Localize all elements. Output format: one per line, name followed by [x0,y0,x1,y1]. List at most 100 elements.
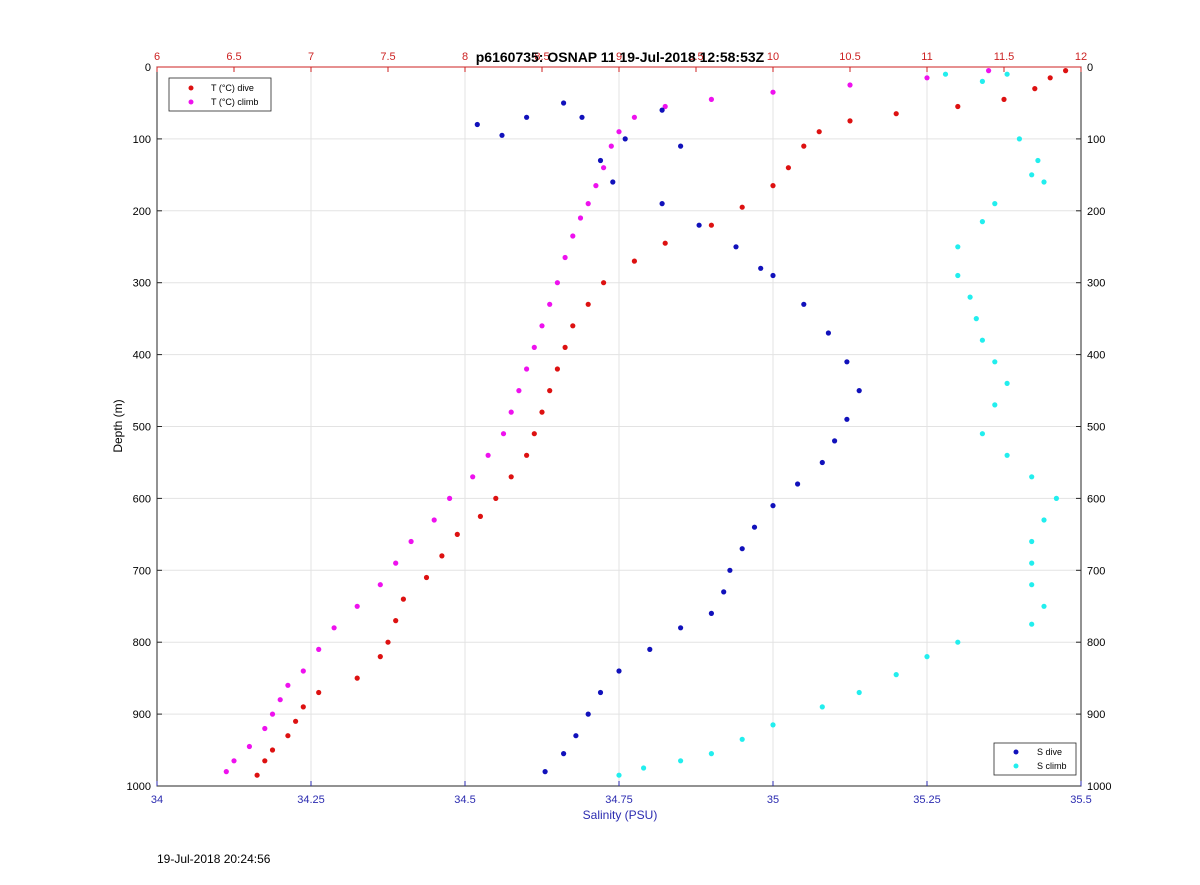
y-tick-label-left: 900 [133,709,151,721]
data-point-s-dive [610,179,616,185]
data-point-t-c-climb [285,682,291,688]
x-bottom-tick-label: 34.25 [297,794,325,806]
data-point-t-c-dive [562,344,568,350]
data-point-s-dive [708,610,715,617]
data-point-s-climb [1029,582,1035,588]
data-point-s-dive [770,503,776,509]
data-point-s-dive [573,733,579,739]
data-point-t-c-dive [1047,75,1053,81]
data-point-s-dive [524,114,530,120]
data-point-t-c-climb [924,75,930,81]
grid-lines [157,67,1081,786]
y-tick-label-left: 400 [133,350,151,362]
data-point-t-c-climb [354,603,360,609]
data-point-s-dive [844,416,850,422]
data-point-s-climb [955,244,961,250]
x-top-tick-label: 8 [462,51,468,63]
data-point-s-dive [739,546,745,552]
data-point-t-c-climb [585,201,591,207]
data-point-s-climb [1053,495,1059,501]
data-point-t-c-dive [508,474,514,480]
data-point-t-c-climb [531,344,537,350]
data-point-s-climb [1029,172,1035,178]
data-point-t-c-climb [631,114,638,120]
y-tick-label-right: 200 [1087,206,1105,218]
data-point-t-c-climb [393,560,399,566]
data-point-s-dive [678,143,684,149]
data-point-t-c-dive [547,388,553,394]
data-point-t-c-dive [439,553,445,559]
data-point-t-c-climb [601,165,607,171]
data-point-s-dive [801,301,807,307]
data-point-t-c-climb [316,646,322,653]
data-point-t-c-climb [262,725,268,732]
data-point-t-c-dive [524,452,530,458]
data-point-s-climb [979,78,986,84]
y-tick-label-right: 600 [1087,493,1105,505]
data-point-s-climb [893,672,899,678]
data-point-t-c-dive [1001,96,1007,102]
data-point-s-dive [542,769,548,775]
data-point-s-climb [973,316,979,322]
data-point-s-dive [721,589,727,595]
data-point-t-c-dive [493,495,499,501]
x-top-tick-label: 7 [308,51,314,63]
data-point-s-climb [770,722,776,728]
data-point-t-c-climb [608,143,614,149]
x-axis-title: Salinity (PSU) [583,808,658,822]
x-top-tick-label: 12 [1075,51,1087,63]
x-top-tick-label: 9.5 [688,51,703,63]
data-point-t-c-dive [400,596,406,602]
data-point-t-c-dive [554,366,561,372]
data-point-s-dive [758,265,764,271]
data-point-s-climb [1041,517,1047,523]
data-point-s-dive [659,107,665,113]
data-point-s-dive [597,689,604,696]
data-point-t-c-climb [269,711,276,717]
x-bottom-tick-label: 34.75 [605,794,633,806]
data-point-t-c-climb [986,68,992,74]
data-point-s-climb [708,751,715,757]
data-point-s-dive [659,201,665,207]
data-point-t-c-climb [570,233,576,239]
data-point-t-c-dive [539,409,545,415]
footer-timestamp: 19-Jul-2018 20:24:56 [157,852,271,866]
y-axis-title: Depth (m) [111,399,125,452]
data-point-t-c-dive [1032,86,1038,92]
data-point-s-climb [1035,157,1041,164]
legend-marker-t-dive [188,85,194,91]
data-point-s-climb [992,402,998,408]
data-point-t-c-dive [316,689,322,696]
data-point-s-dive [579,114,585,120]
data-point-s-climb [1004,452,1010,458]
data-point-s-dive [561,100,567,106]
data-point-t-c-dive [570,323,576,329]
legend-label-t-climb: T (°C) climb [211,97,258,107]
y-tick-label-right: 900 [1087,709,1105,721]
legend-marker-s-climb [1013,763,1019,769]
data-point-t-c-dive [269,747,276,753]
data-point-t-c-climb [508,409,514,415]
x-top-tick-label: 6.5 [226,51,241,63]
data-point-t-c-climb [524,366,530,372]
data-point-t-c-climb [547,301,553,307]
data-point-t-c-climb [554,280,561,286]
data-point-s-climb [616,772,622,778]
data-point-t-c-dive [423,574,430,581]
data-point-t-c-dive [254,772,260,778]
x-top-tick-label: 9 [616,51,622,63]
data-point-s-climb [942,71,949,77]
data-point-t-c-dive [285,733,291,739]
data-point-t-c-climb [539,323,545,329]
x-top-tick-label: 10 [767,51,779,63]
data-point-t-c-climb [708,96,715,102]
data-point-t-c-dive [477,513,483,520]
x-bottom-tick-label: 35.5 [1070,794,1091,806]
data-point-t-c-dive [662,240,668,246]
data-point-t-c-dive [816,129,822,135]
data-point-s-dive [499,132,505,138]
data-point-s-climb [1029,474,1035,480]
y-tick-label-left: 600 [133,493,151,505]
data-point-t-c-dive [785,165,792,171]
data-point-s-dive [727,567,733,573]
